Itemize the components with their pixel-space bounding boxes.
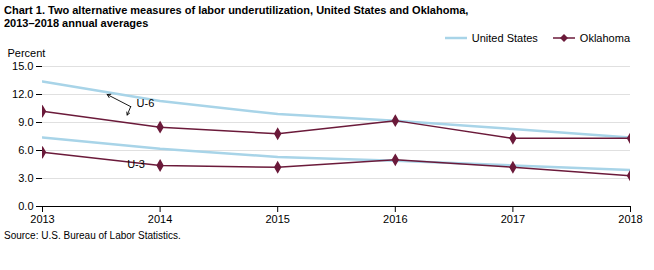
- svg-text:6.0: 6.0: [18, 144, 33, 156]
- html-text:Oklahoma: Oklahoma: [579, 32, 630, 44]
- svg-text:9.0: 9.0: [18, 116, 33, 128]
- svg-text:2016: 2016: [383, 213, 407, 225]
- svg-text:3.0: 3.0: [18, 172, 33, 184]
- html-text:2013–2018 annual averages: 2013–2018 annual averages: [4, 17, 149, 29]
- svg-text:2014: 2014: [148, 213, 172, 225]
- html-text:Source: U.S. Bureau of Labor S: Source: U.S. Bureau of Labor Statistics.: [4, 230, 181, 241]
- svg-text:2018: 2018: [618, 213, 642, 225]
- svg-text:12.0: 12.0: [12, 88, 33, 100]
- html-text:Chart 1. Two alternative measu: Chart 1. Two alternative measures of lab…: [4, 4, 469, 16]
- svg-text:2017: 2017: [501, 213, 525, 225]
- svg-text:15.0: 15.0: [12, 60, 33, 72]
- svg-text:2013: 2013: [30, 213, 54, 225]
- html-text:United States: United States: [471, 32, 538, 44]
- svg-text:Percent: Percent: [8, 47, 46, 59]
- svg-text:2015: 2015: [265, 213, 289, 225]
- svg-text:U-6: U-6: [137, 97, 155, 109]
- svg-text:U-3: U-3: [127, 158, 145, 170]
- svg-text:0.0: 0.0: [18, 200, 33, 212]
